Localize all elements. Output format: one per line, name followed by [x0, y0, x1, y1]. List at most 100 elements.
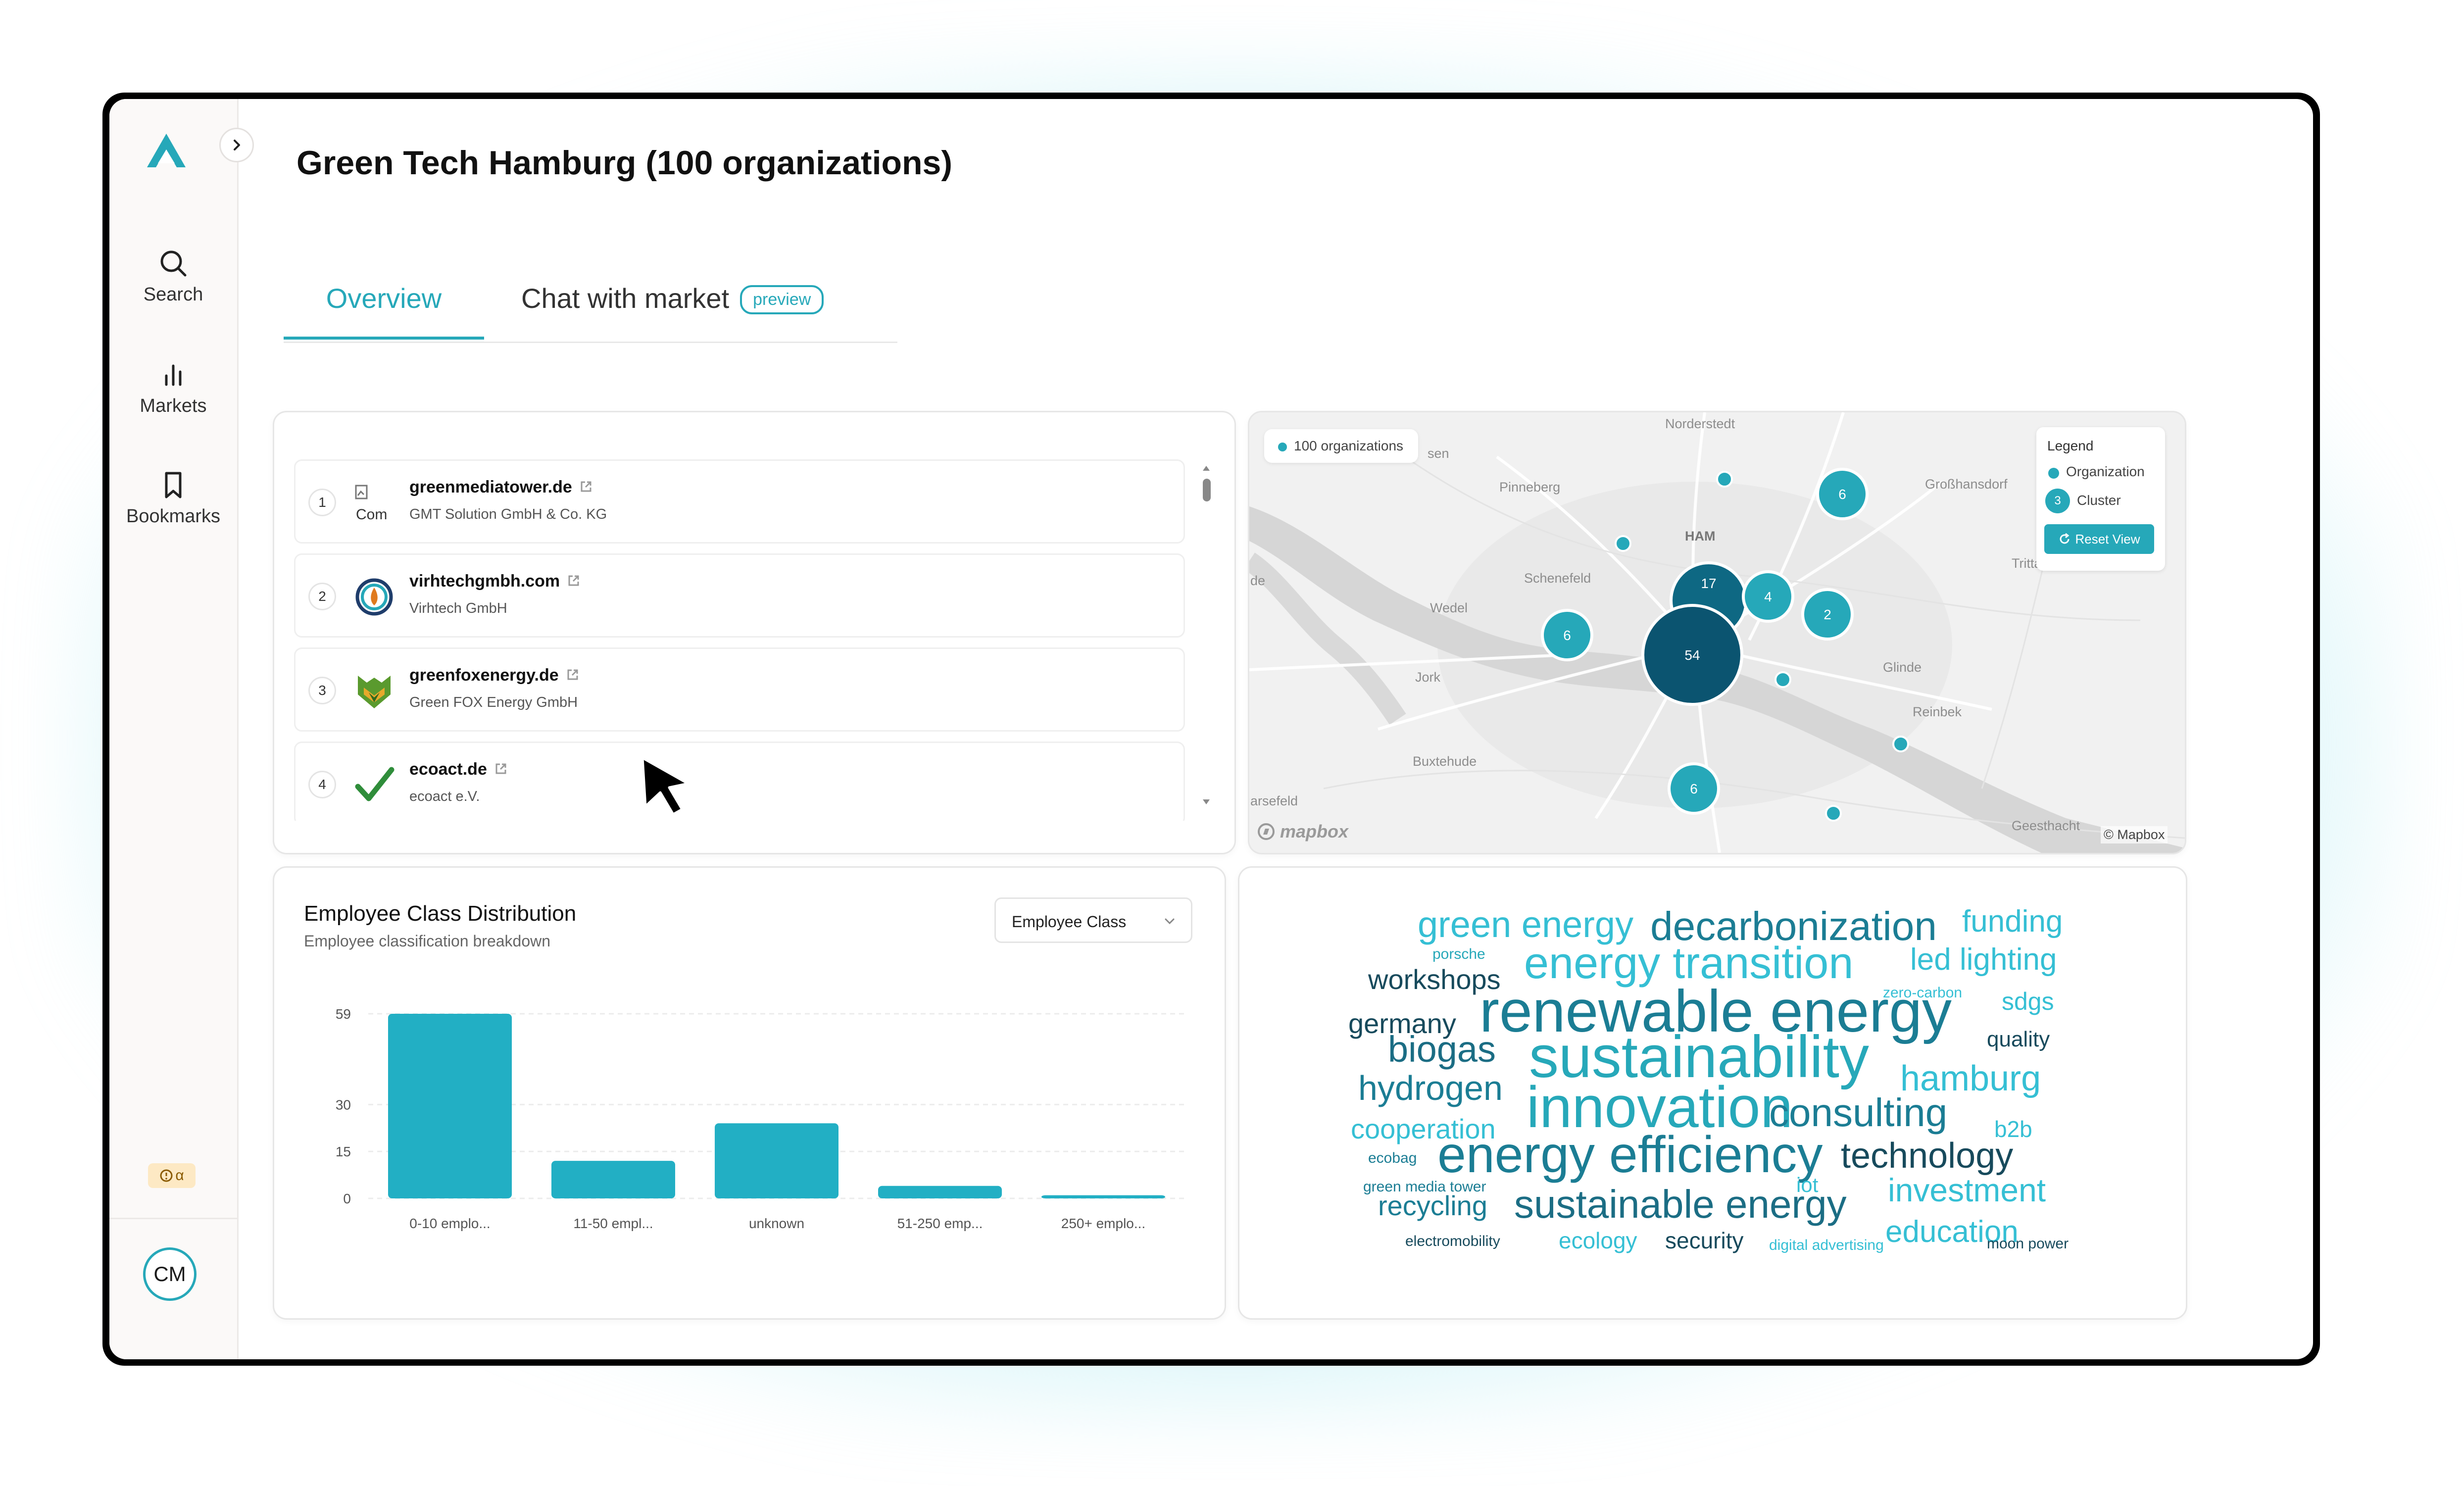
- keyword-investment[interactable]: investment: [1888, 1172, 2046, 1208]
- scrollbar-thumb[interactable]: [1203, 479, 1211, 501]
- bar[interactable]: [1041, 1195, 1165, 1198]
- sidebar-item-label: Bookmarks: [126, 506, 221, 527]
- organizations-card: 1 Com greenmediatower.de GMT Solution Gm…: [273, 411, 1236, 854]
- keyword-ecobag[interactable]: ecobag: [1368, 1150, 1417, 1166]
- bar[interactable]: [388, 1014, 512, 1198]
- keyword-porsche[interactable]: porsche: [1432, 946, 1485, 962]
- bar[interactable]: [715, 1123, 838, 1198]
- map-label: Norderstedt: [1665, 416, 1735, 431]
- organization-row[interactable]: 2 virhtechgmbh.com Virhtech GmbH: [294, 553, 1185, 638]
- mapbox-logo[interactable]: mapbox: [1257, 821, 1348, 842]
- keyword-education[interactable]: education: [1885, 1215, 2019, 1249]
- keyword-quality[interactable]: quality: [1987, 1027, 2050, 1051]
- tab-overview[interactable]: Overview: [284, 282, 484, 340]
- bar[interactable]: [878, 1186, 1002, 1198]
- keyword-sustainability[interactable]: sustainability: [1529, 1024, 1870, 1090]
- keyword-energy-transition[interactable]: energy transition: [1524, 939, 1854, 988]
- cluster-marker[interactable]: 54: [1641, 604, 1743, 706]
- app-logo[interactable]: [144, 131, 189, 170]
- legend-cluster-label: Cluster: [2077, 493, 2121, 508]
- organization-marker[interactable]: [1716, 471, 1733, 488]
- chart-class-select[interactable]: Employee Class: [994, 897, 1192, 943]
- keyword-electromobility[interactable]: electromobility: [1405, 1233, 1500, 1249]
- sidebar-item-bookmarks[interactable]: Bookmarks: [109, 469, 237, 527]
- refresh-icon: [2060, 533, 2070, 544]
- keyword-iot[interactable]: iot: [1796, 1173, 1819, 1196]
- map-label: Wedel: [1430, 600, 1468, 615]
- keyword-sdgs[interactable]: sdgs: [2002, 988, 2054, 1015]
- organization-row[interactable]: 1 Com greenmediatower.de GMT Solution Gm…: [294, 459, 1185, 544]
- keyword-led-lighting[interactable]: led lighting: [1910, 942, 2057, 977]
- keyword-hamburg[interactable]: hamburg: [1900, 1059, 2041, 1098]
- organization-row[interactable]: 4 ecoact.de ecoact e.V.: [294, 742, 1185, 821]
- sidebar-item-label: Search: [143, 284, 203, 305]
- organization-marker[interactable]: [1774, 671, 1791, 688]
- search-icon: [160, 250, 187, 277]
- keyword-decarbonization[interactable]: decarbonization: [1650, 904, 1937, 949]
- keyword-security[interactable]: security: [1665, 1228, 1744, 1253]
- keyword-funding[interactable]: funding: [1962, 904, 2063, 939]
- map-legend: Legend Organization 3 Cluster Reset View: [2036, 427, 2165, 571]
- keyword-moon-power[interactable]: moon power: [1987, 1236, 2069, 1252]
- sidebar-item-search[interactable]: Search: [109, 248, 237, 305]
- keyword-renewable-energy[interactable]: renewable energy: [1479, 978, 1952, 1044]
- svg-text:6: 6: [1563, 628, 1571, 643]
- mapbox-logo-icon: [1258, 823, 1275, 840]
- keyword-workshops[interactable]: workshops: [1368, 964, 1501, 995]
- keyword-technology[interactable]: technology: [1841, 1136, 2014, 1176]
- keyword-recycling[interactable]: recycling: [1378, 1190, 1487, 1221]
- map-card[interactable]: Norderstedt Pinneberg Großhansdorf HAM S…: [1248, 411, 2186, 854]
- map-attribution-link[interactable]: © Mapbox: [2101, 826, 2168, 843]
- sidebar: Search Markets Bookmarks α CM: [109, 99, 239, 1359]
- organization-logo: [354, 577, 394, 617]
- organization-domain-link[interactable]: virhtechgmbh.com: [409, 572, 581, 592]
- keyword-energy-efficiency[interactable]: energy efficiency: [1437, 1126, 1823, 1184]
- keyword-hydrogen[interactable]: hydrogen: [1358, 1069, 1503, 1107]
- keyword-b2b[interactable]: b2b: [1994, 1116, 2032, 1142]
- keyword-cooperation[interactable]: cooperation: [1351, 1113, 1496, 1144]
- organization-domain-link[interactable]: greenfoxenergy.de: [409, 666, 580, 686]
- keyword-zero-carbon[interactable]: zero-carbon: [1883, 985, 1963, 1001]
- cluster-marker[interactable]: 4: [1742, 570, 1794, 623]
- user-avatar[interactable]: CM: [143, 1247, 197, 1301]
- keyword-consulting[interactable]: consulting: [1769, 1090, 1948, 1135]
- organization-row[interactable]: 3 greenfoxenergy.de Green FOX Energy Gmb…: [294, 647, 1185, 732]
- cluster-marker[interactable]: 2: [1801, 588, 1854, 641]
- svg-text:17: 17: [1701, 576, 1716, 591]
- cluster-marker[interactable]: 6: [1668, 762, 1720, 815]
- keyword-innovation[interactable]: innovation: [1527, 1075, 1793, 1140]
- keyword-sustainable-energy[interactable]: sustainable energy: [1514, 1182, 1847, 1226]
- keyword-green-energy[interactable]: green energy: [1418, 904, 1634, 945]
- sidebar-item-markets[interactable]: Markets: [109, 359, 237, 417]
- organization-domain-link[interactable]: greenmediatower.de: [409, 478, 593, 498]
- organization-domain-link[interactable]: ecoact.de: [409, 760, 508, 780]
- cluster-marker[interactable]: 6: [1541, 609, 1593, 661]
- map-label: arsefeld: [1250, 793, 1298, 808]
- organization-marker[interactable]: [1892, 736, 1909, 752]
- fox-logo-icon: [358, 676, 391, 708]
- keyword-biogas[interactable]: biogas: [1388, 1029, 1496, 1070]
- tab-chat-with-market[interactable]: Chat with market preview: [521, 282, 824, 314]
- keyword-ecology[interactable]: ecology: [1559, 1228, 1637, 1253]
- keyword-germany[interactable]: germany: [1348, 1008, 1456, 1039]
- cluster-marker[interactable]: 6: [1816, 468, 1869, 520]
- external-link-icon: [566, 667, 580, 686]
- chevron-down-icon: [1165, 918, 1175, 925]
- employee-chart-card: Employee Class Distribution Employee cla…: [273, 866, 1226, 1320]
- map-label: Schenefeld: [1524, 571, 1591, 586]
- organization-marker[interactable]: [1825, 805, 1842, 822]
- rank-badge: 4: [308, 771, 336, 798]
- keyword-digital-advertising[interactable]: digital advertising: [1769, 1237, 1884, 1253]
- sidebar-toggle-button[interactable]: [219, 128, 254, 162]
- map-label: Jork: [1415, 670, 1441, 685]
- keyword-green-media-tower[interactable]: green media tower: [1363, 1179, 1486, 1195]
- x-tick-label: 0-10 emplo...: [409, 1216, 490, 1231]
- sidebar-divider: [109, 1218, 237, 1219]
- list-scrollbar[interactable]: [1199, 462, 1214, 808]
- logo-alt-text: Com: [356, 506, 387, 523]
- map-label: Glinde: [1883, 660, 1922, 675]
- organization-name: Virhtech GmbH: [409, 600, 507, 616]
- organization-marker[interactable]: [1615, 535, 1631, 552]
- reset-view-button[interactable]: Reset View: [2044, 524, 2154, 554]
- bar[interactable]: [551, 1161, 675, 1198]
